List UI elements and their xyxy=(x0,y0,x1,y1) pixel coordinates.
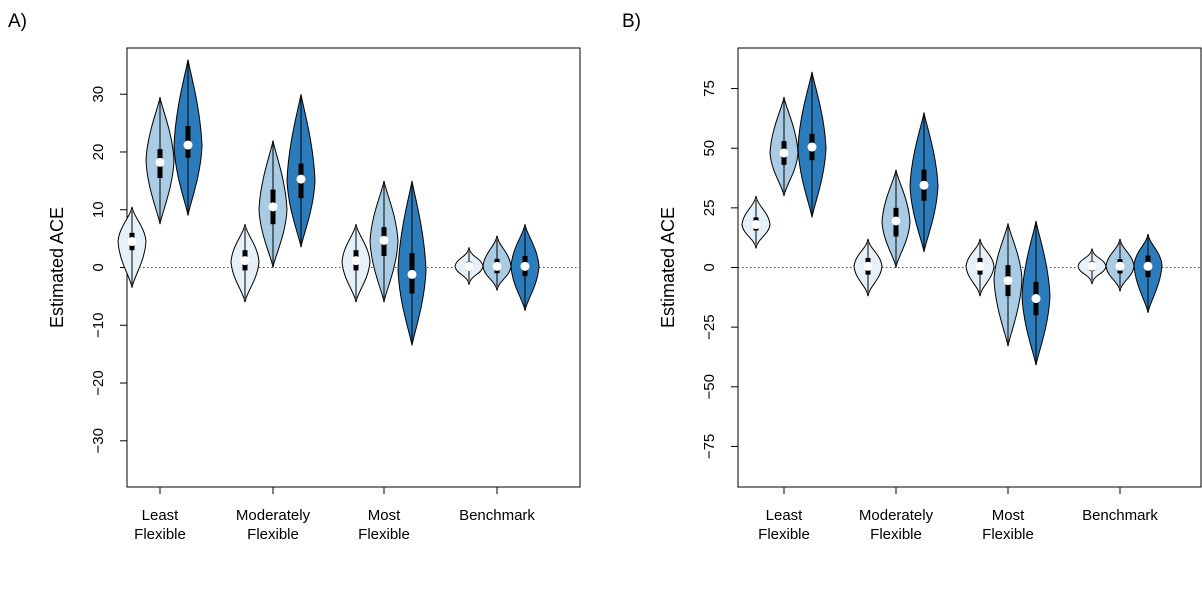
x-tick-label-line: Most xyxy=(368,507,401,524)
violin-median-dot xyxy=(183,140,193,150)
violin-median-dot xyxy=(240,256,250,266)
violin-median-dot xyxy=(268,202,278,212)
x-tick-label-line: Flexible xyxy=(758,526,810,543)
violin-median-dot xyxy=(751,220,761,230)
x-tick-label-line: Benchmark xyxy=(1082,507,1158,524)
x-tick-label: Most Flexible xyxy=(358,507,410,543)
x-tick-label-line: Benchmark xyxy=(459,507,535,524)
violin-median-dot xyxy=(296,174,306,184)
y-tick-label: −30 xyxy=(90,428,107,453)
violin-median-dot xyxy=(807,142,817,152)
violin-median-dot xyxy=(863,261,873,271)
y-tick-label: 30 xyxy=(90,86,107,103)
y-tick-label: −10 xyxy=(90,313,107,338)
violin-median-dot xyxy=(351,256,361,266)
violin-median-dot xyxy=(1087,261,1097,271)
x-tick-label: Most Flexible xyxy=(982,507,1034,543)
x-tick-label-line: Flexible xyxy=(247,526,299,543)
violin-median-dot xyxy=(520,261,530,271)
y-tick-label: 10 xyxy=(90,201,107,218)
violin-median-dot xyxy=(779,148,789,158)
violin-median-dot xyxy=(891,216,901,226)
y-tick-label: 0 xyxy=(701,263,718,271)
y-tick-label: −50 xyxy=(701,374,718,399)
violin-median-dot xyxy=(379,235,389,245)
y-tick-label: −75 xyxy=(701,434,718,459)
y-tick-label: 50 xyxy=(701,140,718,157)
x-tick-label-line: Flexible xyxy=(870,526,922,543)
y-axis-label: Estimated ACE xyxy=(47,207,67,328)
panel-b: B) −75 −50 −25 0 25 50 75 Estimated ACE Least Flex… xyxy=(622,11,1202,543)
y-tick-label: −20 xyxy=(90,370,107,395)
y-tick-label: 20 xyxy=(90,144,107,161)
y-tick-label: 75 xyxy=(701,80,718,97)
x-tick-label-line: Flexible xyxy=(358,526,410,543)
x-tick-label-line: Flexible xyxy=(982,526,1034,543)
x-tick-label: Moderately Flexible xyxy=(236,507,311,543)
violin-median-dot xyxy=(492,261,502,271)
y-tick-label: 25 xyxy=(701,200,718,217)
x-tick-label: Benchmark xyxy=(459,507,535,524)
y-tick-label: 0 xyxy=(90,263,107,271)
violin-median-dot xyxy=(1143,261,1153,271)
violin-median-dot xyxy=(1003,276,1013,286)
panel-label: A) xyxy=(8,11,27,32)
y-tick-label: −25 xyxy=(701,314,718,339)
x-tick-label-line: Least xyxy=(766,507,804,524)
x-tick-label-line: Most xyxy=(992,507,1025,524)
x-tick-label: Moderately Flexible xyxy=(859,507,934,543)
violin-median-dot xyxy=(407,269,417,279)
violin-median-dot xyxy=(975,261,985,271)
x-tick-label: Least Flexible xyxy=(134,507,186,543)
x-tick-label: Benchmark xyxy=(1082,507,1158,524)
violin-median-dot xyxy=(464,261,474,271)
violin-median-dot xyxy=(1031,294,1041,304)
x-tick-label-line: Moderately xyxy=(236,507,311,524)
x-tick-label-line: Least xyxy=(142,507,180,524)
violin-median-dot xyxy=(1115,261,1125,271)
x-tick-label-line: Moderately xyxy=(859,507,934,524)
x-tick-label: Least Flexible xyxy=(758,507,810,543)
violin-median-dot xyxy=(155,157,165,167)
violin-median-dot xyxy=(127,237,137,247)
x-tick-label-line: Flexible xyxy=(134,526,186,543)
panel-label: B) xyxy=(622,11,641,32)
y-axis-label: Estimated ACE xyxy=(658,207,678,328)
panel-a: A) −30 −20 −10 0 10 20 30 Estimated ACE Least Flex… xyxy=(8,11,581,543)
violin-median-dot xyxy=(919,180,929,190)
